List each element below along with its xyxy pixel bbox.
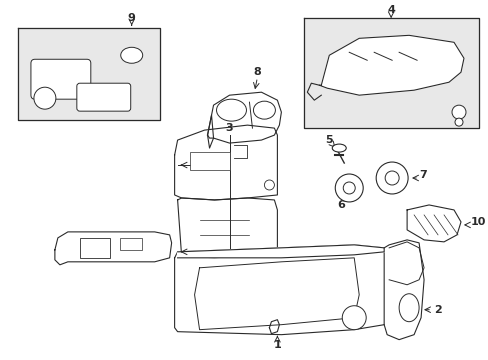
- Text: 10: 10: [470, 217, 486, 227]
- Text: 6: 6: [337, 200, 345, 210]
- Text: 7: 7: [418, 170, 426, 180]
- Polygon shape: [18, 28, 159, 120]
- Circle shape: [335, 174, 363, 202]
- Polygon shape: [55, 232, 171, 265]
- Text: 5: 5: [325, 135, 332, 145]
- Circle shape: [343, 182, 354, 194]
- Bar: [189, 152, 229, 170]
- Ellipse shape: [216, 99, 246, 121]
- Circle shape: [375, 162, 407, 194]
- Text: 2: 2: [433, 305, 441, 315]
- Text: 4: 4: [386, 5, 394, 15]
- Polygon shape: [407, 205, 460, 242]
- Circle shape: [451, 105, 465, 119]
- Ellipse shape: [253, 101, 275, 119]
- FancyBboxPatch shape: [31, 59, 91, 99]
- Circle shape: [34, 87, 56, 109]
- Text: 9: 9: [127, 13, 135, 23]
- Text: 1: 1: [273, 339, 281, 350]
- Polygon shape: [319, 35, 463, 95]
- Polygon shape: [304, 18, 478, 128]
- Circle shape: [342, 306, 366, 330]
- Circle shape: [454, 118, 462, 126]
- Ellipse shape: [332, 144, 346, 152]
- Ellipse shape: [398, 294, 418, 322]
- Polygon shape: [174, 125, 277, 200]
- Polygon shape: [384, 240, 423, 339]
- Circle shape: [264, 180, 274, 190]
- Polygon shape: [207, 92, 281, 143]
- Circle shape: [385, 171, 398, 185]
- Text: 8: 8: [253, 67, 261, 77]
- Polygon shape: [177, 198, 277, 258]
- Bar: [120, 238, 142, 250]
- Polygon shape: [177, 245, 384, 258]
- Bar: [80, 238, 109, 258]
- Text: 3: 3: [225, 123, 233, 133]
- Polygon shape: [174, 245, 384, 335]
- Ellipse shape: [121, 47, 142, 63]
- FancyBboxPatch shape: [77, 83, 130, 111]
